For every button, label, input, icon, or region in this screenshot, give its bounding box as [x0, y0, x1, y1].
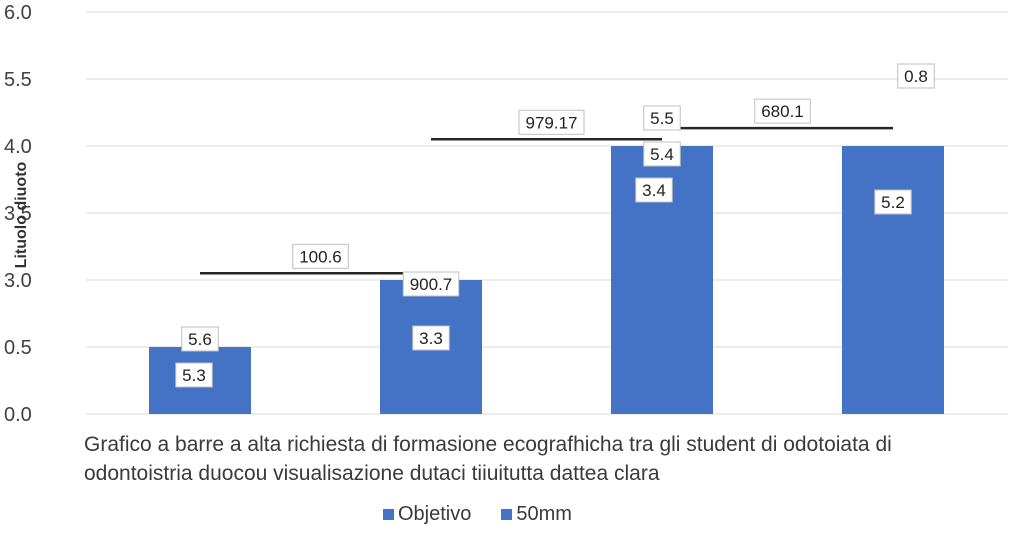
bar-data-label-box	[635, 177, 673, 203]
legend-label-50mm: 50mm	[516, 503, 572, 525]
chart-legend: Objetivo 50mm	[383, 503, 572, 526]
target-line-label-box	[292, 243, 349, 269]
bar-data-label: 3.4	[642, 181, 666, 200]
target-line-label: 680.1	[761, 102, 804, 121]
caption-line-1: Grafico a barre a alta richiesta di form…	[84, 433, 892, 456]
legend-swatch-objetivo	[383, 509, 394, 520]
bar-data-label: 5.2	[881, 193, 905, 212]
legend-item-50mm: 50mm	[501, 503, 572, 526]
bar-data-label: 900.7	[410, 275, 453, 294]
target-line-label: 100.6	[299, 247, 342, 266]
y-tick-label: 6.0	[4, 2, 32, 24]
bar-data-label-box	[175, 362, 213, 388]
bar-data-label: 5.4	[650, 145, 674, 164]
bar	[842, 146, 944, 414]
extra-data-label-box	[897, 63, 935, 89]
bar-data-label: 5.5	[650, 109, 674, 128]
bar-data-label: 3.3	[419, 329, 443, 348]
y-tick-label: 4.0	[4, 136, 32, 158]
bar-data-label-box	[181, 326, 219, 352]
extra-data-label: 0.8	[904, 67, 928, 86]
legend-swatch-50mm	[501, 509, 513, 520]
bar-data-label: 5.3	[182, 366, 206, 385]
target-line-label: 979.17	[526, 113, 578, 132]
bar-data-label-box	[874, 189, 912, 215]
bar-data-label-box	[412, 325, 450, 351]
chart-caption: Grafico a barre a alta richiesta di form…	[84, 430, 1014, 488]
y-tick-label: 5.5	[4, 69, 32, 91]
target-lines-layer	[200, 126, 893, 275]
legend-item-objetivo: Objetivo	[383, 503, 471, 526]
target-line-label-box	[754, 98, 811, 124]
caption-line-2: odontoistria duocou visualisazione dutac…	[84, 462, 660, 485]
y-tick-label: 3.0	[4, 270, 32, 292]
bar-data-label-box	[643, 105, 681, 131]
bar-chart: 0.0 0.5 3.0 3.5 4.0 5.5 6.0 Lituolo diuoto 100…	[4, 2, 1008, 426]
y-tick-label: 0.5	[4, 337, 32, 359]
y-axis-ticks: 0.0 0.5 3.0 3.5 4.0 5.5 6.0	[4, 2, 32, 426]
target-line-label-box	[518, 109, 585, 135]
bar-data-label: 5.6	[188, 330, 212, 349]
y-axis-label: Lituolo diuoto	[13, 161, 30, 268]
legend-label-objetivo: Objetivo	[398, 503, 472, 525]
bar-data-label-box	[643, 141, 681, 167]
bar-data-label-box	[402, 271, 460, 297]
data-labels-layer: 100.6 979.17 680.1 5.6 5.3 900.7 3.3 5.5 5.4 3.4 5…	[175, 63, 935, 388]
y-tick-label: 3.5	[4, 203, 32, 225]
y-tick-label: 0.0	[4, 404, 32, 426]
